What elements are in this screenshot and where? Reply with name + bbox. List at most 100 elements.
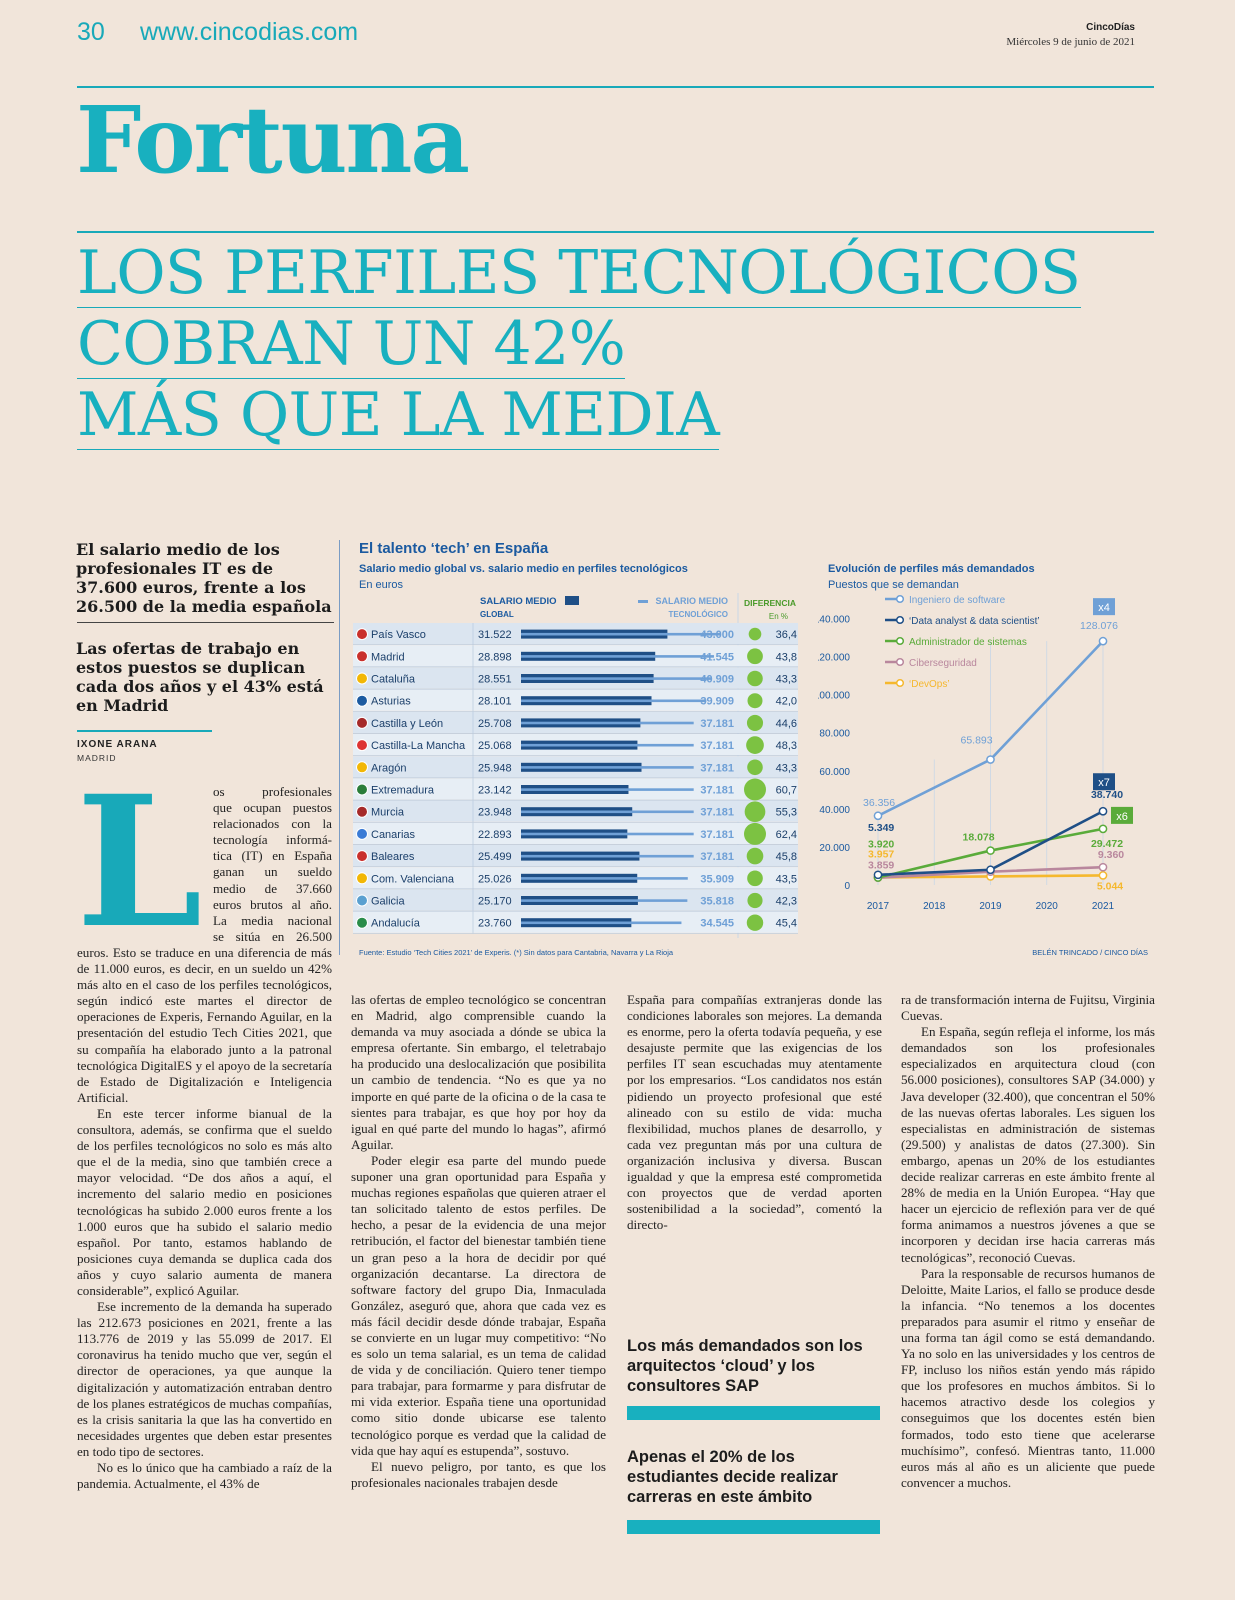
- header-diff-unit: En %: [769, 612, 788, 621]
- y-tick-label: 100.000: [818, 691, 850, 702]
- global-value: 25.026: [478, 873, 512, 885]
- issue-date: Miércoles 9 de junio de 2021: [1006, 36, 1135, 48]
- intro-line: tecnología informá-: [213, 832, 332, 848]
- y-tick-label: 0: [844, 881, 850, 892]
- diff-value: 45,4: [776, 918, 797, 930]
- diff-bubble: [747, 759, 763, 776]
- headline-line-2: COBRAN UN 42%: [77, 309, 626, 379]
- tech-value: 37.181: [700, 785, 734, 797]
- point-label: 5.349: [868, 822, 894, 834]
- region-flag-icon: [356, 827, 368, 840]
- tech-bar: [521, 655, 714, 658]
- header-tech: SALARIO MEDIO: [655, 596, 728, 606]
- intro-line: medio de 37.660: [213, 880, 332, 896]
- section-title: Fortuna: [76, 86, 470, 194]
- region-flag-icon: [356, 650, 368, 663]
- col2-paragraph-2: Poder elegir esa parte del mundo puede s…: [351, 1152, 606, 1458]
- x-tick-label: 2018: [923, 901, 946, 912]
- headline: LOS PERFILES TECNOLÓGICOS COBRAN UN 42% …: [77, 243, 1081, 450]
- tech-value: 43.000: [700, 629, 734, 641]
- infographic-left-rule: [339, 540, 340, 955]
- region-flag-icon: [356, 672, 368, 685]
- chart-credit: BELÉN TRINCADO / CINCO DÍAS: [1032, 948, 1148, 957]
- region-name: Asturias: [371, 696, 411, 708]
- section-rule: [77, 231, 1154, 233]
- legend-global-swatch: [565, 596, 579, 605]
- point-label: 36.356: [863, 797, 895, 809]
- global-value: 31.522: [478, 629, 512, 641]
- diff-bubble: [746, 914, 764, 931]
- global-value: 25.708: [478, 718, 512, 730]
- col1-rest: euros. Esto se traduce en una diferencia…: [77, 945, 332, 1105]
- tech-value: 40.909: [700, 674, 734, 686]
- column-4: ra de transformación interna de Fujitsu,…: [901, 992, 1155, 1491]
- diff-value: 55,3: [776, 807, 797, 819]
- diff-bubble: [746, 736, 764, 754]
- header-diff: DIFERENCIA: [744, 598, 796, 608]
- global-value: 25.499: [478, 851, 512, 863]
- legend-label: Ciberseguridad: [909, 658, 977, 669]
- intro-line: que ocupan puestos: [213, 800, 332, 816]
- column-2: las ofertas de empleo tecnológico se con…: [351, 992, 606, 1491]
- chart-source: Fuente: Estudio ‘Tech Cities 2021’ de Ex…: [359, 948, 674, 957]
- site-url[interactable]: www.cincodias.com: [140, 18, 359, 46]
- point-label: 29.472: [1091, 838, 1123, 850]
- diff-value: 36,4: [776, 629, 797, 641]
- legend-marker: [895, 657, 905, 667]
- line-chart-title: Evolución de perfiles más demandados: [828, 563, 1035, 575]
- legend-marker: [895, 594, 905, 604]
- diff-value: 44,6: [776, 718, 797, 730]
- column-1: euros. Esto se traduce en una diferencia…: [77, 945, 332, 1492]
- diff-bubble: [748, 627, 762, 641]
- x-tick-label: 2017: [867, 901, 890, 912]
- tech-value: 37.181: [700, 851, 734, 863]
- legend-label: ‘DevOps’: [909, 679, 950, 690]
- global-value: 22.893: [478, 829, 512, 841]
- region-flag-icon: [356, 805, 368, 818]
- diff-bubble: [747, 670, 763, 687]
- header-global-2: GLOBAL: [480, 610, 514, 619]
- series-point: [1098, 871, 1108, 880]
- tech-value: 35.909: [700, 873, 734, 885]
- intro-line: relacionados con la: [213, 816, 332, 832]
- region-name: Extremadura: [371, 785, 435, 797]
- drop-cap: L: [76, 757, 203, 968]
- intro-line: tica (IT) en España: [213, 848, 332, 864]
- point-label: 128.076: [1080, 620, 1118, 632]
- x-tick-label: 2020: [1036, 901, 1059, 912]
- header-rule: [77, 86, 1154, 88]
- diff-value: 48,3: [776, 740, 797, 752]
- multiplier-badge: [1093, 598, 1115, 616]
- point-label: 5.044: [1097, 880, 1123, 892]
- region-name: Andalucía: [371, 918, 421, 930]
- global-value: 28.551: [478, 674, 512, 686]
- region-name: País Vasco: [371, 629, 426, 641]
- headline-line-3: MÁS QUE LA MEDIA: [77, 380, 720, 450]
- diff-bubble: [747, 892, 763, 909]
- region-name: Com. Valenciana: [371, 873, 455, 885]
- intro-line: se sitúa en 26.500: [213, 928, 332, 944]
- diff-value: 60,7: [776, 785, 797, 797]
- region-flag-icon: [356, 761, 368, 774]
- tech-bar: [521, 854, 694, 858]
- region-flag-icon: [356, 916, 368, 929]
- col1-paragraph-2: En este tercer informe bianual de la con…: [77, 1105, 332, 1298]
- series-point: [1098, 862, 1108, 872]
- global-value: 25.170: [478, 896, 512, 908]
- point-label: 3.920: [868, 839, 894, 851]
- col1-paragraph-3: Ese incremento de la demanda ha superado…: [77, 1299, 332, 1459]
- subhead-divider: [77, 622, 334, 623]
- tech-value: 39.909: [700, 696, 734, 708]
- intro-line: os profesionales: [213, 784, 332, 799]
- diff-value: 62,4: [776, 829, 797, 841]
- intro-line: ganan un sueldo: [213, 864, 332, 880]
- y-tick-label: 60.000: [819, 767, 850, 778]
- tech-bar: [521, 632, 721, 636]
- tech-bar: [521, 743, 694, 747]
- col4-paragraph-2: En España, según refleja el informe, los…: [901, 1024, 1155, 1265]
- diff-value: 42,0: [776, 696, 797, 708]
- brand-name: CincoDías: [1086, 22, 1135, 33]
- header-global: SALARIO MEDIO: [480, 596, 557, 607]
- tech-bar: [521, 899, 688, 902]
- region-flag-icon: [356, 894, 368, 907]
